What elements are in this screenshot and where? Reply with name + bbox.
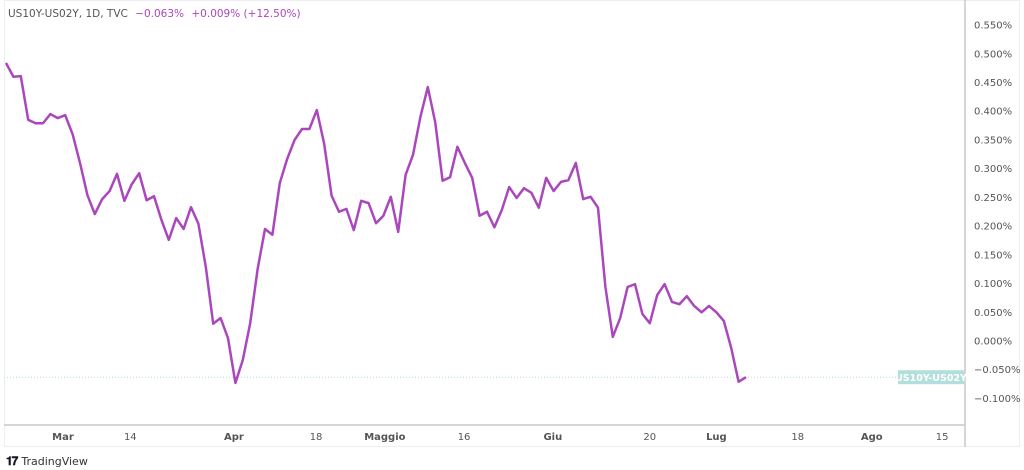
y-tick-label: 0.200% [974,222,1012,233]
series-line[interactable] [4,62,747,385]
x-tick-label: 14 [124,432,137,443]
change-value: +0.009% (+12.50%) [191,8,301,20]
brand-label[interactable]: TradingView [21,455,88,468]
chart-frame [4,0,1020,447]
y-tick-label: 0.050% [974,308,1012,319]
last-value: −0.063% [135,8,185,20]
legend: US10Y-US02Y, 1D, TVC −0.063% +0.009% (+1… [8,8,301,20]
y-tick-label: 0.400% [974,107,1012,118]
y-tick-label: 0.300% [974,164,1012,175]
y-tick-label: 0.100% [974,279,1012,290]
x-tick-label: 18 [791,432,804,443]
x-tick-label: Giu [543,432,562,443]
y-tick-label: 0.500% [974,49,1012,60]
price-tag-label: US10Y-US02Y [895,373,967,384]
y-tick-label: 0.150% [974,250,1012,261]
y-tick-label: 0.450% [974,78,1012,89]
x-tick-label: 16 [458,432,471,443]
y-tick-label: −0.100% [974,394,1021,405]
y-tick-label: 0.000% [974,337,1012,348]
tradingview-logo-icon[interactable]: 𝟏𝟕 [6,454,18,468]
footer: 𝟏𝟕 TradingView [6,454,88,469]
y-tick-label: −0.050% [974,365,1021,376]
symbol-label[interactable]: US10Y-US02Y, 1D, TVC [8,8,128,20]
y-tick-label: 0.350% [974,135,1012,146]
y-tick-label: 0.250% [974,193,1012,204]
x-tick-label: Ago [861,432,883,443]
x-tick-label: Mar [52,432,74,443]
x-tick-label: Apr [224,432,244,443]
x-tick-label: 15 [936,432,949,443]
x-tick-label: Maggio [364,432,405,443]
x-tick-label: 20 [643,432,656,443]
x-tick-label: Lug [706,432,727,443]
y-tick-label: 0.550% [974,21,1012,32]
price-tag [898,370,964,385]
x-tick-label: 18 [310,432,323,443]
